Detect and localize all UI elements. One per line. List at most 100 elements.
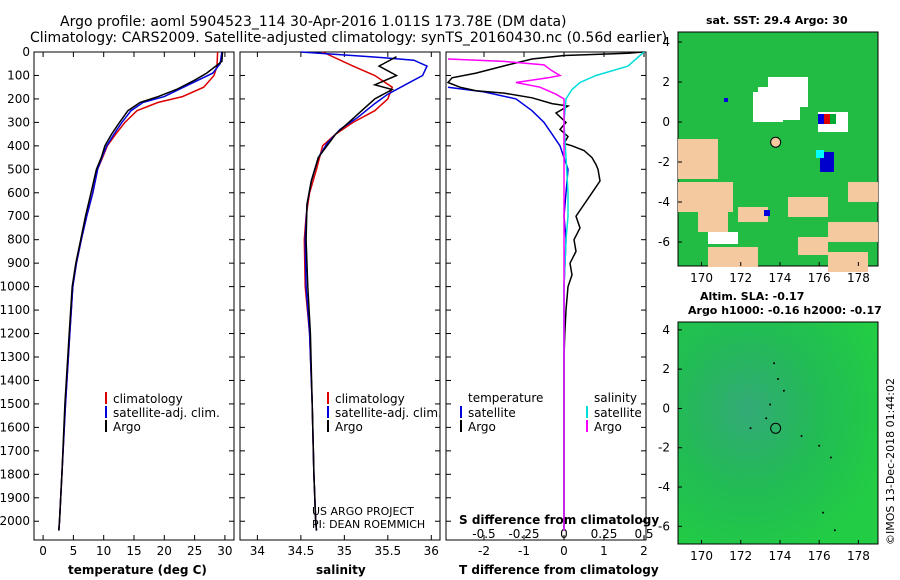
map-anomaly-cell [764, 210, 770, 216]
difference-panel: -2 -1 0 1 2 -0.5 -0.25 0 0.25 0.5 T difference fr… [445, 51, 659, 577]
x-tick-label: 25 [187, 544, 202, 558]
difference-profiles [446, 51, 645, 531]
map-missing-cell [708, 232, 738, 244]
difference-depth-ticks [446, 51, 646, 522]
temperature-x-axis: 0 5 10 15 20 25 30 [39, 52, 233, 558]
title-line-2: Climatology: CARS2009. Satellite-adjuste… [30, 30, 667, 46]
map-y-tick-label: -2 [658, 441, 670, 455]
island-dot [773, 362, 776, 365]
map-x-tick-label: 176 [808, 271, 831, 285]
s-tick-label: 0.25 [591, 527, 618, 541]
depth-axis: 0 100 200 300 400 500 600 700 800 900 1000 1100 1200… [0, 45, 234, 528]
x-tick-label: 0 [39, 544, 47, 558]
s-tick-label: -0.5 [472, 527, 495, 541]
temperature-profiles [58, 51, 224, 531]
legend-temperature-title: temperature [468, 391, 543, 405]
island-dot [800, 434, 803, 437]
x-tick-label: 35 [337, 544, 352, 558]
map-anomaly-cell [818, 114, 824, 124]
map-x-tick-label: 172 [729, 271, 752, 285]
salinity-legend: climatology satellite-adj. clim. Argo [327, 392, 442, 434]
imos-credit: ©IMOS 13-Dec-2018 01:44:02 [884, 378, 897, 545]
depth-tick-label: 500 [7, 162, 30, 176]
salinity-plot-frame [239, 51, 441, 541]
map-cell [788, 197, 828, 217]
x-tick-label: 34 [250, 544, 265, 558]
series-line-argo [305, 56, 399, 531]
salinity-profiles [300, 51, 429, 531]
s-tick-label: 0.5 [634, 527, 653, 541]
sla-map-title-1: Altim. SLA: -0.17 [700, 290, 804, 303]
t-difference-xlabel: T difference from climatology [459, 563, 659, 577]
series-line-salinity-argo [447, 58, 565, 531]
island-dot [769, 403, 772, 406]
map-cell [738, 207, 768, 222]
depth-tick-label: 1100 [0, 303, 30, 317]
x-tick-label: 35.5 [374, 544, 401, 558]
island-dot [765, 417, 768, 420]
map-cell [678, 182, 733, 212]
map-x-tick-label: 174 [769, 271, 792, 285]
legend-t-argo-label: Argo [468, 420, 496, 434]
legend-salinity-title: salinity [594, 391, 637, 405]
legend-s-argo-label: Argo [594, 420, 622, 434]
depth-tick-label: 300 [7, 115, 30, 129]
x-tick-label: 1 [600, 544, 608, 558]
map-y-tick-label: 0 [662, 401, 670, 415]
map-cell [798, 237, 828, 255]
map-anomaly-cell [830, 114, 836, 124]
island-dot [833, 529, 836, 532]
x-tick-label: 2 [640, 544, 648, 558]
salinity-depth-ticks [240, 51, 440, 522]
sla-map-axes: 170 172 174 176 178 4 2 0 -2 -4 -6 [658, 323, 870, 563]
map-y-tick-label: 2 [662, 362, 670, 376]
sst-map: sat. SST: 29.4 Argo: 30 170 172 174 176 178 4… [658, 14, 879, 285]
map-y-tick-label: -4 [658, 195, 670, 209]
legend-s-satellite-label: satellite [594, 406, 642, 420]
series-line-salinity-satellite [563, 51, 645, 531]
x-tick-label: 34.5 [288, 544, 315, 558]
map-anomaly-cell [724, 98, 728, 102]
map-x-tick-label: 176 [808, 549, 831, 563]
legend-satellite-label: satellite-adj. clim. [335, 406, 442, 420]
depth-tick-label: 400 [7, 139, 30, 153]
depth-tick-label: 600 [7, 186, 30, 200]
map-x-tick-label: 172 [729, 549, 752, 563]
map-y-tick-label: 2 [662, 75, 670, 89]
island-dot [829, 456, 832, 459]
s-tick-label: 0 [560, 527, 568, 541]
depth-tick-label: 1000 [0, 280, 30, 294]
depth-tick-label: 1200 [0, 327, 30, 341]
island-dot [777, 377, 779, 380]
sla-map: Altim. SLA: -0.17 Argo h1000: -0.16 h200… [658, 290, 882, 563]
map-cell [848, 182, 878, 202]
salinity-panel: 34 34.5 35 35.5 36 salinity climatology sate… [239, 51, 442, 577]
x-tick-label: 10 [96, 544, 111, 558]
depth-tick-label: 700 [7, 209, 30, 223]
temperature-plot-frame [33, 51, 235, 541]
salinity-xlabel: salinity [316, 563, 366, 577]
map-cell [708, 247, 758, 267]
depth-tick-label: 900 [7, 256, 30, 270]
depth-tick-label: 800 [7, 233, 30, 247]
legend-climatology-label: climatology [335, 392, 405, 406]
depth-tick-label: 0 [22, 45, 30, 59]
sst-map-cells [678, 77, 878, 272]
x-tick-label: 0 [560, 544, 568, 558]
legend-satellite-label: satellite-adj. clim. [113, 406, 220, 420]
island-dot [749, 427, 752, 430]
x-tick-label: 36 [424, 544, 439, 558]
x-tick-label: 15 [126, 544, 141, 558]
map-x-tick-label: 170 [690, 549, 713, 563]
map-x-tick-label: 170 [690, 271, 713, 285]
map-x-tick-label: 178 [847, 549, 870, 563]
map-y-tick-label: -6 [658, 235, 670, 249]
sst-map-axes: 170 172 174 176 178 4 2 0 -2 -4 -6 [658, 35, 870, 285]
depth-tick-label: 1400 [0, 373, 30, 387]
depth-tick-label: 2000 [0, 514, 30, 528]
map-cell [828, 222, 878, 242]
s-tick-label: -0.25 [508, 527, 539, 541]
depth-tick-label: 100 [7, 68, 30, 82]
salinity-x-axis: 34 34.5 35 35.5 36 [250, 52, 439, 558]
